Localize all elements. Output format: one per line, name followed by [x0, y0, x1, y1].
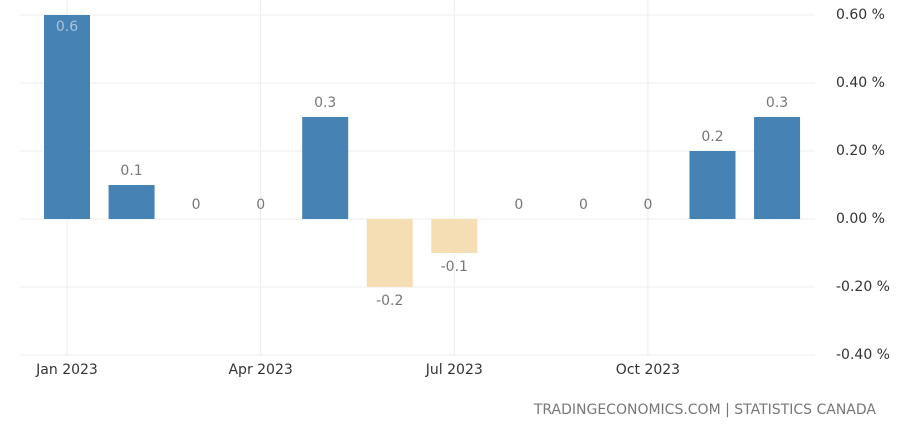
value-label: 0 [256, 197, 265, 213]
y-tick-label: -0.40 % [836, 347, 890, 363]
bar [44, 15, 90, 219]
value-label: -0.2 [376, 293, 403, 309]
value-label: -0.1 [441, 259, 468, 275]
source: TRADINGECONOMICS.COM | STATISTICS CANADA [533, 402, 877, 418]
x-tick-label: Jul 2023 [425, 362, 483, 378]
bar [431, 219, 478, 253]
x-tick-label: Jan 2023 [35, 362, 98, 378]
value-label: 0.3 [766, 95, 788, 111]
y-tick-label: 0.40 % [836, 75, 885, 91]
value-label: 0.2 [701, 129, 723, 145]
bar [302, 117, 349, 219]
bar [108, 185, 155, 219]
y-tick-label: 0.20 % [836, 143, 885, 159]
bar [689, 151, 736, 219]
y-tick-label: 0.00 % [836, 211, 885, 227]
value-label: 0.1 [120, 163, 142, 179]
value-label: 0.3 [314, 95, 336, 111]
bar [754, 117, 801, 219]
value-label: 0 [643, 197, 652, 213]
y-tick-label: 0.60 % [836, 7, 885, 23]
value-label: 0 [192, 197, 201, 213]
x-tick-label: Oct 2023 [616, 362, 680, 378]
value-label: 0.6 [56, 19, 78, 35]
x-tick-label: Apr 2023 [228, 362, 292, 378]
value-label: 0 [579, 197, 588, 213]
value-label: 0 [514, 197, 523, 213]
y-tick-label: -0.20 % [836, 279, 890, 295]
bar [366, 219, 413, 287]
